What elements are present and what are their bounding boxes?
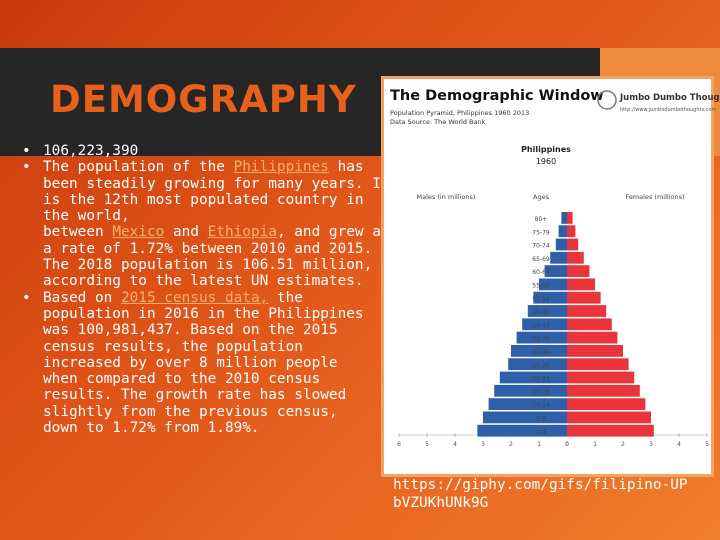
- female-bar: [567, 398, 646, 410]
- tick-label: 4: [677, 441, 681, 448]
- age-label: 65-69: [532, 256, 550, 263]
- tick-label: 3: [649, 441, 653, 448]
- female-bar: [567, 265, 590, 277]
- female-bar: [567, 251, 584, 264]
- age-label: 25-29: [532, 362, 550, 369]
- tick-label: 6: [397, 441, 401, 448]
- male-bar: [499, 371, 567, 384]
- age-label: 50-54: [532, 296, 550, 303]
- tick-label: 4: [453, 441, 457, 448]
- bullet-list: 106,223,390 The population of the Philip…: [22, 143, 394, 436]
- female-bar: [567, 331, 618, 344]
- age-label: 10-14: [532, 402, 550, 409]
- image-subtitle: Population Pyramid, Philippines 1960 201…: [390, 109, 529, 117]
- male-bar: [488, 398, 567, 410]
- brand-url: http://www.jumbodumbothoughts.com: [620, 107, 716, 113]
- female-bar: [567, 411, 651, 424]
- male-bar: [550, 251, 567, 264]
- age-label: 0-4: [536, 429, 546, 436]
- link[interactable]: Mexico: [112, 224, 165, 241]
- male-bar: [483, 411, 567, 424]
- image-title: The Demographic Window: [390, 88, 604, 104]
- link[interactable]: 2015 census data,: [120, 289, 269, 306]
- text: Based on: [43, 289, 121, 306]
- bullet: The population of the Philippines has be…: [22, 159, 394, 289]
- age-label: 45-49: [532, 309, 550, 316]
- image-source: Data Source: The World Bank: [390, 118, 486, 126]
- male-bar: [516, 331, 567, 344]
- brand-icon: [597, 90, 617, 110]
- tick-label: 3: [481, 441, 485, 448]
- age-label: 70-74: [532, 243, 550, 250]
- age-label: 55-59: [532, 283, 550, 290]
- age-label: 5-9: [536, 416, 546, 423]
- text: 106,223,390: [43, 143, 139, 159]
- female-bar: [567, 291, 601, 304]
- male-bar: [539, 278, 567, 291]
- male-bar: [508, 358, 567, 371]
- male-label: Males (in millions): [417, 193, 476, 201]
- tick-label: 5: [705, 441, 709, 448]
- female-bar: [567, 238, 579, 251]
- female-bar: [567, 305, 607, 317]
- age-label: 35-39: [532, 336, 550, 343]
- age-label: 75-79: [532, 229, 550, 236]
- age-label: 40-44: [532, 322, 550, 329]
- female-bar: [567, 371, 635, 384]
- male-bar: [558, 225, 567, 238]
- age-label: 60-64: [532, 269, 550, 276]
- tick-label: 2: [509, 441, 513, 448]
- male-bar: [477, 424, 567, 437]
- text: the population in 2016 in the Philippine…: [43, 289, 364, 437]
- link[interactable]: Philippines: [233, 159, 329, 176]
- tick-label: 2: [621, 441, 625, 448]
- slide-title: DEMOGRAPHY: [50, 78, 357, 121]
- female-bar: [567, 424, 654, 437]
- male-bar: [533, 291, 567, 304]
- brand: Jumbo Dumbo Thoughts: [619, 93, 720, 103]
- text: has been steadily growing for many years…: [43, 159, 390, 225]
- female-bar: [567, 384, 640, 397]
- male-bar: [544, 265, 567, 277]
- year: 1960: [536, 157, 556, 166]
- text: , and grew at a rate of 1.72% between 20…: [43, 224, 390, 290]
- male-bar: [561, 212, 567, 224]
- ages-label: Ages: [533, 193, 550, 201]
- tick-label: 1: [537, 441, 541, 448]
- male-bar: [522, 318, 567, 331]
- text: and: [164, 224, 208, 241]
- tick-label: 5: [425, 441, 429, 448]
- country: Philippines: [521, 145, 571, 154]
- female-bar: [567, 318, 612, 331]
- female-bar: [567, 212, 573, 224]
- male-bar: [494, 384, 567, 397]
- female-label: Females (millions): [625, 193, 684, 201]
- female-bar: [567, 358, 629, 371]
- male-bar: [527, 305, 567, 317]
- age-label: 80+: [535, 216, 548, 223]
- bullet: Based on 2015 census data, the populatio…: [22, 290, 378, 437]
- female-bar: [567, 278, 595, 291]
- age-label: 30-34: [532, 349, 550, 356]
- female-bar: [567, 225, 576, 238]
- caption: https://giphy.com/gifs/filipino-UPbVZUKh…: [393, 477, 688, 511]
- text: The population of the: [43, 159, 234, 176]
- male-bar: [511, 345, 567, 357]
- female-bar: [567, 345, 623, 357]
- age-label: 15-19: [532, 389, 550, 396]
- tick-label: 0: [565, 441, 569, 448]
- bullet: 106,223,390: [22, 143, 394, 160]
- text: between: [43, 224, 113, 241]
- tick-label: 1: [593, 441, 597, 448]
- age-label: 20-24: [532, 376, 550, 383]
- link[interactable]: Ethiopia: [207, 224, 277, 241]
- male-bar: [555, 238, 567, 251]
- tick-label: 0: [565, 441, 569, 448]
